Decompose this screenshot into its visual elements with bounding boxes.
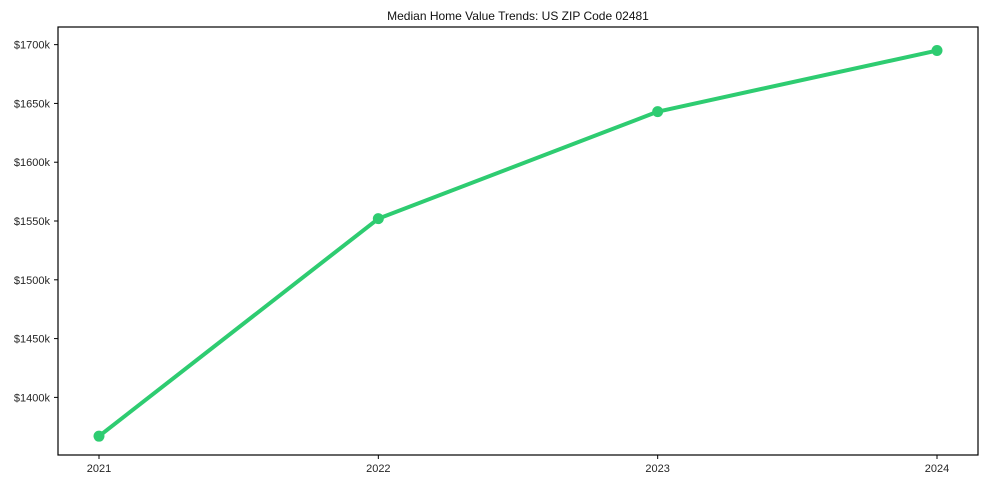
data-point: [93, 430, 105, 442]
y-tick-label: $1550k: [14, 216, 51, 228]
y-tick-label: $1700k: [14, 40, 51, 52]
y-tick-label: $1650k: [14, 98, 51, 110]
x-tick-label: 2024: [925, 463, 949, 475]
y-tick-label: $1500k: [14, 275, 51, 287]
plot-frame: [57, 26, 979, 456]
chart-title: Median Home Value Trends: US ZIP Code 02…: [387, 9, 649, 23]
data-point: [931, 45, 943, 57]
x-tick-label: 2021: [87, 463, 111, 475]
y-tick-label: $1400k: [14, 392, 51, 404]
x-tick-label: 2022: [366, 463, 390, 475]
y-tick-label: $1600k: [14, 157, 51, 169]
data-point: [652, 106, 664, 118]
y-tick-label: $1450k: [14, 334, 51, 346]
trend-line: [97, 48, 939, 439]
data-point: [372, 213, 384, 225]
x-tick-label: 2023: [645, 463, 669, 475]
